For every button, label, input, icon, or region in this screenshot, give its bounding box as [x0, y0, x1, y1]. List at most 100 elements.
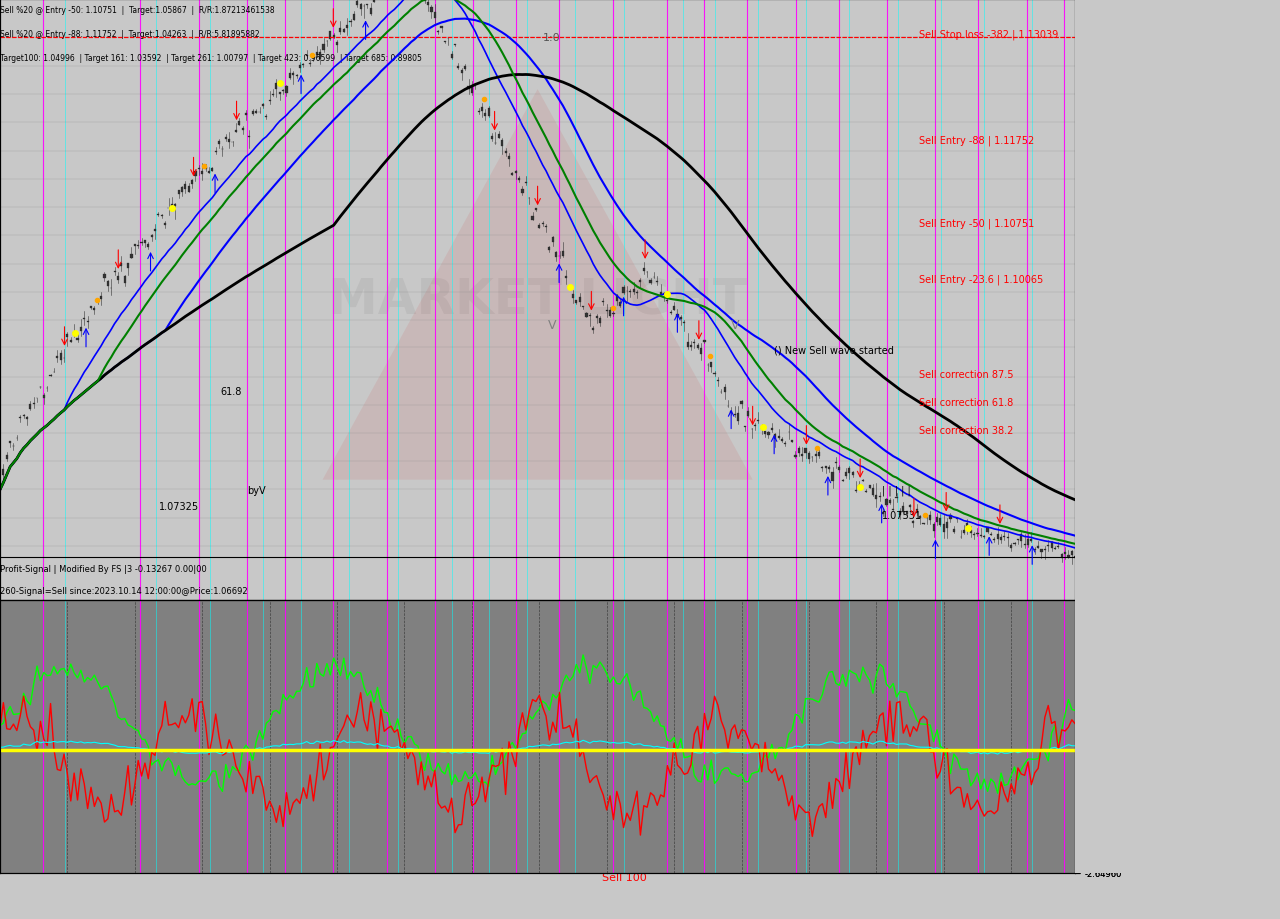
Text: 1.07325: 1.07325 [159, 502, 200, 512]
Bar [282, 91, 284, 92]
Bar [987, 528, 988, 532]
Bar [323, 45, 325, 51]
Bar [758, 420, 759, 421]
Text: 1:0: 1:0 [543, 33, 561, 43]
Bar [289, 74, 291, 79]
Bar [970, 530, 972, 534]
Bar [869, 486, 870, 488]
Bar [824, 467, 827, 469]
Bar [178, 191, 179, 195]
Bar [124, 277, 125, 284]
Bar [451, 55, 453, 60]
Bar [552, 238, 554, 243]
Bar [498, 135, 500, 139]
Bar [589, 315, 591, 317]
Bar [572, 295, 573, 300]
Bar [919, 516, 922, 519]
Text: Sell correction 61.8: Sell correction 61.8 [919, 397, 1014, 407]
Bar [748, 412, 749, 416]
Bar [19, 417, 22, 419]
Bar [244, 114, 247, 116]
Bar [851, 472, 854, 475]
Bar [899, 511, 901, 516]
Bar [228, 140, 230, 142]
Bar [700, 348, 703, 355]
Bar [952, 529, 955, 532]
Bar [872, 489, 874, 495]
Bar [963, 530, 965, 534]
Bar [83, 319, 86, 320]
Bar [343, 29, 344, 33]
Bar [1061, 554, 1062, 559]
Bar [141, 243, 142, 244]
Bar [269, 101, 270, 102]
Bar [248, 137, 251, 138]
Bar [541, 223, 544, 225]
Text: Sell correction 38.2: Sell correction 38.2 [919, 425, 1014, 436]
Bar [201, 172, 204, 175]
Bar [603, 301, 604, 303]
Text: 1.13039: 1.13039 [1079, 33, 1123, 43]
Bar [211, 168, 214, 171]
Bar [1004, 537, 1006, 538]
Bar [1000, 538, 1002, 540]
Bar [609, 311, 611, 316]
Bar [218, 142, 220, 144]
Bar [979, 535, 982, 536]
Bar [424, 0, 426, 2]
Bar [905, 512, 908, 514]
Text: 1.07531: 1.07531 [882, 510, 922, 520]
Bar [882, 512, 884, 515]
Bar [316, 53, 317, 56]
Bar [271, 95, 274, 96]
Bar [1051, 543, 1052, 548]
Bar [556, 253, 557, 257]
Bar [461, 71, 463, 74]
Bar [515, 172, 517, 174]
Bar [612, 313, 614, 314]
Bar [353, 15, 355, 20]
Bar [797, 448, 800, 454]
Bar [771, 428, 773, 430]
Bar [737, 414, 740, 422]
Bar [100, 297, 102, 300]
Bar [518, 179, 520, 180]
Bar [997, 535, 998, 539]
Bar [690, 346, 692, 347]
Bar [781, 439, 783, 441]
Bar [1057, 546, 1060, 548]
Bar [849, 469, 850, 473]
Bar [845, 472, 847, 476]
Bar [32, 403, 35, 404]
Bar [339, 28, 342, 33]
Bar [940, 518, 942, 526]
Bar [147, 244, 150, 247]
Bar [915, 509, 918, 513]
Bar [67, 335, 69, 337]
Bar [538, 225, 540, 229]
Bar [430, 8, 433, 14]
Bar [579, 298, 581, 302]
Bar [859, 485, 860, 487]
Bar [467, 87, 470, 90]
Bar [120, 264, 123, 267]
Bar [1068, 555, 1070, 557]
Bar [195, 172, 197, 177]
Bar [285, 86, 288, 94]
Bar [1020, 534, 1023, 541]
Bar [335, 43, 338, 46]
Bar [622, 288, 625, 294]
Bar [465, 67, 466, 70]
Bar [3, 469, 4, 476]
Bar [568, 288, 571, 289]
Text: Sell %20 @ Entry -50: 1.10751  |  Target:1.05867  |  R/R:1.87213461538: Sell %20 @ Entry -50: 1.10751 | Target:1… [0, 6, 275, 15]
Bar [255, 112, 257, 113]
Text: | | | | |: | | | | | [882, 485, 910, 496]
Bar [774, 435, 776, 439]
Bar [174, 205, 177, 207]
Bar [306, 56, 307, 57]
Bar [768, 433, 769, 435]
Bar [333, 36, 335, 39]
Bar [822, 467, 823, 469]
Bar [814, 454, 817, 457]
